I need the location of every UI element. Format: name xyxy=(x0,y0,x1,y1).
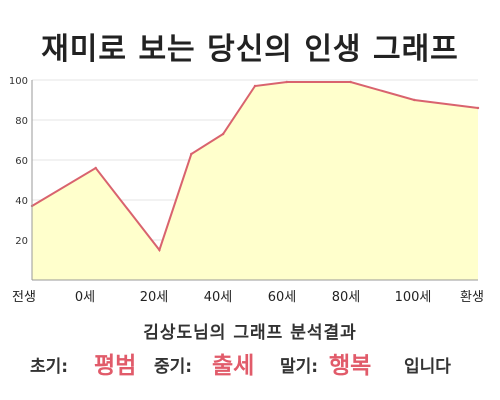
x-tick-label: 80세 xyxy=(331,290,361,305)
early-label: 초기: xyxy=(30,357,69,377)
data-point xyxy=(190,152,193,156)
y-axis-ticks: 20 40 60 80 100 xyxy=(9,76,28,247)
data-point xyxy=(158,248,161,252)
data-point xyxy=(349,80,352,84)
y-tick-label: 100 xyxy=(9,76,28,87)
series-line xyxy=(31,81,479,253)
result-line: 초기: 평범 중기: 출세 말기: 행복 입니다 xyxy=(0,346,500,382)
result-subtitle: 김상도님의 그래프 분석결과 xyxy=(143,323,357,343)
x-tick-label: 40세 xyxy=(203,290,233,305)
y-tick-label: 40 xyxy=(15,196,28,207)
data-point xyxy=(413,98,416,102)
x-tick-label: 환생 xyxy=(460,290,484,305)
mid-label: 중기: xyxy=(154,357,193,377)
y-tick-label: 60 xyxy=(15,156,28,167)
x-tick-label: 60세 xyxy=(267,290,297,305)
late-label: 말기: xyxy=(280,357,319,377)
data-point xyxy=(221,132,225,136)
points-layer xyxy=(30,80,480,252)
x-tick-label: 전생 xyxy=(12,290,36,305)
x-tick-label: 0세 xyxy=(74,290,96,305)
data-point xyxy=(253,84,257,88)
data-point xyxy=(285,80,289,84)
data-point xyxy=(476,106,480,110)
early-value: 평범 xyxy=(94,353,137,379)
data-point xyxy=(94,166,97,170)
y-tick-label: 20 xyxy=(15,236,28,247)
area-fill xyxy=(32,82,478,280)
mid-value: 출세 xyxy=(212,353,255,379)
result-suffix: 입니다 xyxy=(404,357,451,377)
x-tick-label: 100세 xyxy=(394,290,432,305)
y-tick-label: 80 xyxy=(15,116,28,127)
late-value: 행복 xyxy=(329,353,372,379)
chart-title: 재미로 보는 당신의 인생 그래프 xyxy=(41,32,459,67)
x-tick-label: 20세 xyxy=(139,290,169,305)
